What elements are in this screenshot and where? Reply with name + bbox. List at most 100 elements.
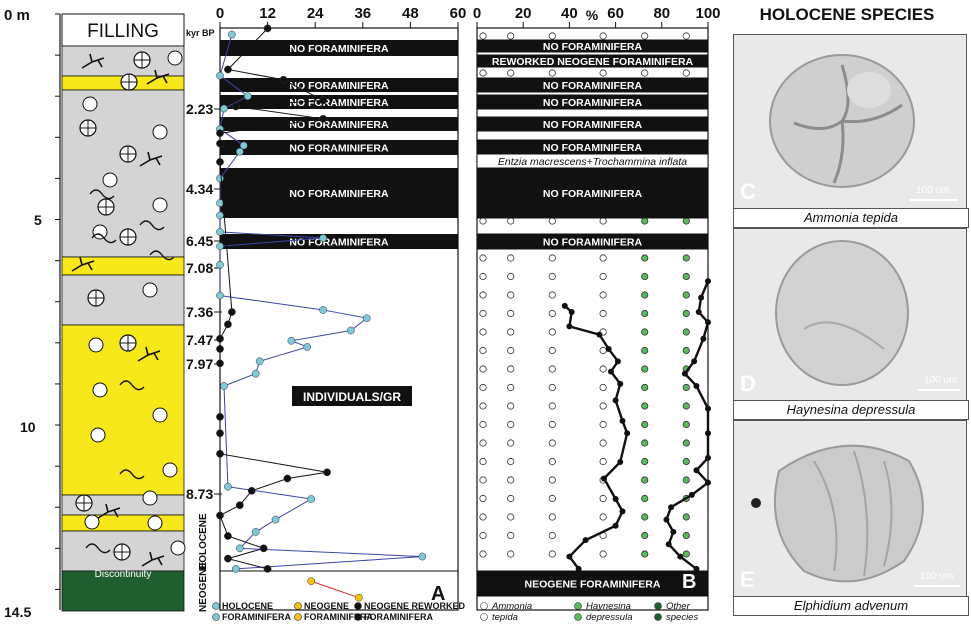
panel-b-grid-dot <box>479 272 487 281</box>
panel-b-grid-dot <box>507 328 515 336</box>
lithology-burrow-symbol <box>119 380 145 391</box>
panel-b-tick-label: 100 <box>695 5 720 22</box>
panel-a-data-point <box>216 334 224 343</box>
panel-a-data-point <box>319 114 327 123</box>
panel-b-band-label: NO FORAMINIFERA <box>543 237 643 249</box>
lithology-shell-cross <box>76 495 92 511</box>
panel-b-grid-dot <box>599 309 607 318</box>
panel-b-grid-dot <box>641 402 649 410</box>
panel-b-data-point <box>561 302 568 309</box>
lithology-shell-cross <box>120 146 136 162</box>
panel-a-legend-label: NEOGENE <box>304 601 349 611</box>
panel-b-data-point <box>605 345 612 352</box>
panel-b-band-label: REWORKED NEOGENE FORAMINIFERA <box>492 56 694 68</box>
panel-b-legend-label: Ammonia <box>491 601 532 612</box>
panel-a-data-point <box>232 102 240 111</box>
panel-b-grid-dot <box>641 328 649 336</box>
panel-b-data-point <box>582 537 589 544</box>
panel-b-grid-dot <box>599 346 607 355</box>
panel-a-data-point <box>235 501 244 510</box>
lithology-burrow-symbol <box>149 250 175 261</box>
age-label: 8.73 <box>186 486 213 502</box>
no-foraminifera-band <box>220 95 458 109</box>
panel-b-data-point <box>663 516 670 523</box>
scale-label-e: 100 um <box>920 571 954 582</box>
panel-a-data-point <box>216 359 224 368</box>
panel-b-band-label: NO FORAMINIFERA <box>543 188 643 200</box>
panel-b-grid-dot <box>548 217 556 225</box>
panel-a-data-point <box>216 71 224 80</box>
photos-header: HOLOCENE SPECIES <box>760 5 935 24</box>
panel-b-grid-dot <box>548 328 556 336</box>
panel-b-grid-dot <box>507 402 515 410</box>
panel-a-data-point <box>224 554 232 563</box>
panel-a-series-line <box>219 34 423 570</box>
panel-b-grid-dot <box>479 402 487 410</box>
panel-b-band-label: Entzia macrescens+Trochammina inflata <box>498 156 687 168</box>
panel-b-grid-dot <box>641 513 649 521</box>
panel-b-legend-marker <box>654 613 662 621</box>
panel-a-tick-label: 48 <box>402 5 419 22</box>
no-foraminifera-label: NO FORAMINIFERA <box>289 119 389 131</box>
panel-b-tick-label: 0 <box>473 5 481 22</box>
lithology-clast <box>88 337 104 353</box>
lithology-clast <box>170 540 186 556</box>
panel-b-grid-dot <box>479 69 487 77</box>
panel-a-data-point <box>216 199 224 207</box>
panel-b-legend-marker <box>480 602 488 610</box>
no-foraminifera-band <box>220 168 458 218</box>
panel-b-data-point <box>705 405 711 412</box>
panel-b-data-point <box>665 541 672 548</box>
no-foraminifera-label: NO FORAMINIFERA <box>289 143 389 155</box>
panel-b-grid-dot <box>479 254 487 262</box>
panel-a-legend-marker <box>294 602 302 610</box>
panel-b-legend-marker <box>480 613 488 621</box>
panel-b-grid-dot <box>479 439 487 447</box>
panel-b-band <box>476 94 709 110</box>
panel-a-data-point <box>216 449 224 458</box>
lithology-clast <box>162 462 178 478</box>
panel-b-grid-dot <box>507 531 515 540</box>
lithology-clast <box>84 514 100 530</box>
panel-b-grid-dot <box>479 32 487 40</box>
lithology-clast <box>152 124 168 140</box>
panel-b-grid-dot <box>479 291 487 299</box>
panel-b-grid-dot <box>682 439 690 447</box>
depth-label-10: 10 <box>20 419 36 435</box>
panel-b-data-point <box>691 358 698 365</box>
panel-a-data-point <box>255 357 264 366</box>
panel-b-grid-dot <box>641 420 649 429</box>
scale-label-d: 100 um <box>924 375 958 386</box>
panel-a-data-point <box>287 336 296 345</box>
panel-a-legend-marker <box>212 613 220 621</box>
panel-b-grid-dot <box>682 346 690 355</box>
panel-a-data-point <box>216 242 224 251</box>
lithology-root-symbol <box>81 53 105 69</box>
panel-b-grid-dot <box>599 420 607 429</box>
scale-label-c: 100 um <box>916 185 950 196</box>
panel-b-grid-dot <box>599 457 607 466</box>
panel-b-grid-dot <box>548 383 556 392</box>
lithology-burrow-symbol <box>89 189 115 200</box>
panel-a-data-point <box>216 227 224 236</box>
panel-b-band-label: NEOGENE FORAMINIFERA <box>525 579 661 591</box>
depth-label-5: 5 <box>34 212 42 228</box>
panel-b-legend-label: tepida <box>492 612 518 623</box>
panel-b-tick-label: 80 <box>653 5 670 22</box>
lithology-burrow-symbol <box>119 469 145 480</box>
panel-a-data-point <box>319 234 327 242</box>
panel-b-grid-dot <box>479 383 487 392</box>
lithology-shell-cross <box>114 544 130 560</box>
panel-b-grid-dot <box>641 494 649 503</box>
no-foraminifera-label: NO FORAMINIFERA <box>289 237 389 249</box>
panel-a-legend-label: FORAMINIFERA <box>222 612 291 622</box>
panel-b-grid-dot <box>507 309 515 318</box>
panel-b-grid-dot <box>641 476 649 484</box>
panel-b-grid-dot <box>507 254 515 262</box>
panel-b-grid-dot <box>507 494 515 503</box>
caption-ammonia-tepida: Ammonia tepida <box>733 208 969 228</box>
panel-b-grid-dot <box>599 513 607 521</box>
lithology-shell-cross <box>88 290 104 306</box>
panel-b-grid-dot <box>599 272 607 281</box>
panel-a-data-point <box>307 577 316 586</box>
